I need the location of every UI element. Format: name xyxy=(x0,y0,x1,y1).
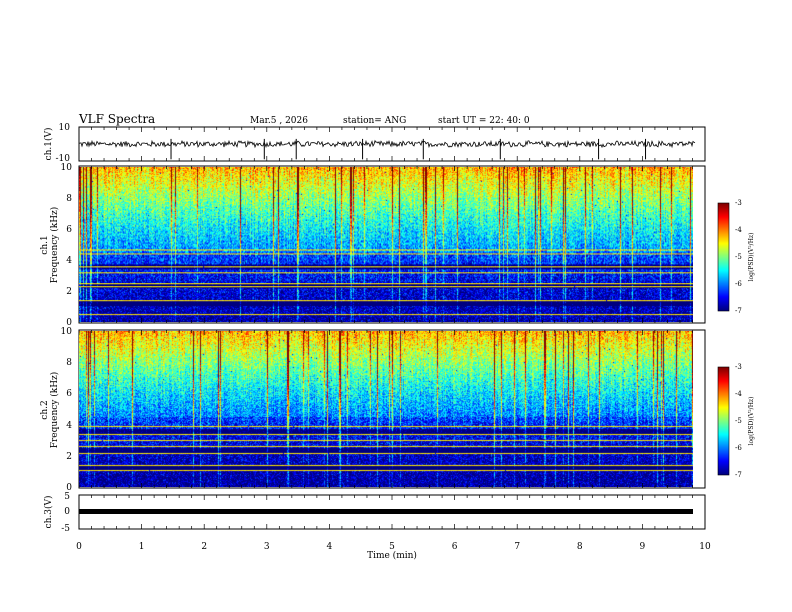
ch1-cbar-tick-m6: -6 xyxy=(735,280,742,288)
ch2-colorbar xyxy=(718,367,729,475)
xtick-6: 6 xyxy=(452,542,458,552)
ch2-spectrogram-panel: 0 2 4 6 8 10 ch.2Frequency (kHz) -3 -4 -… xyxy=(40,327,755,493)
ch2-spectrogram-ylabel: ch.2Frequency (kHz) xyxy=(40,372,60,449)
ch2-cbar-tick-m6: -6 xyxy=(735,444,742,452)
ch1-ytick-10: 10 xyxy=(61,163,73,173)
xtick-8: 8 xyxy=(577,542,583,552)
ch3-ytick-0: 0 xyxy=(64,507,70,517)
ch3-ytick-5: 5 xyxy=(64,492,70,502)
ch2-ytick-6: 6 xyxy=(66,389,72,399)
ch2-cbar-tick-m5: -5 xyxy=(735,417,742,425)
ch2-ytick-4: 4 xyxy=(66,421,72,431)
ch2-ytick-2: 2 xyxy=(66,452,72,462)
ch2-cbar-tick-m7: -7 xyxy=(735,471,742,479)
ch1-waveform-line xyxy=(78,139,696,149)
xtick-4: 4 xyxy=(327,542,333,552)
ch3-waveform-ylabel: ch.3(V) xyxy=(43,496,54,529)
xtick-2: 2 xyxy=(201,542,207,552)
ch1-colorbar-label: log(PSD)(V²/Hz) xyxy=(748,233,755,282)
ch1-cbar-tick-m4: -4 xyxy=(735,226,742,234)
ch3-waveform-panel: 5 0 -5 ch.3(V) xyxy=(43,492,706,534)
ch1-ytick-bottom: -10 xyxy=(56,154,71,164)
ch1-ytick-2: 2 xyxy=(66,287,72,297)
ch1-ytick-top: 10 xyxy=(59,123,71,133)
ch2-ytick-0: 0 xyxy=(66,483,72,493)
ch1-spectrogram-ylabel: ch.1Frequency (kHz) xyxy=(40,207,60,284)
xtick-9: 9 xyxy=(640,542,646,552)
ch2-ytick-10: 10 xyxy=(61,327,73,337)
xtick-1: 1 xyxy=(139,542,145,552)
ch1-waveform-ylabel: ch.1(V) xyxy=(43,128,54,161)
date-label: Mar.5 , 2026 xyxy=(250,116,308,126)
x-axis: 0 1 2 3 4 5 6 7 8 9 10 Time (min) xyxy=(76,542,711,561)
ch1-waveform-panel: 10 -10 ch.1(V) xyxy=(43,123,706,164)
xtick-7: 7 xyxy=(514,542,520,552)
ch1-spectrogram-image xyxy=(79,167,693,322)
xtick-5: 5 xyxy=(389,542,395,552)
ch1-colorbar xyxy=(718,203,729,311)
xtick-0: 0 xyxy=(76,542,82,552)
xtick-10: 10 xyxy=(699,542,711,552)
station-label: station= ANG xyxy=(343,116,406,126)
ch1-ytick-0: 0 xyxy=(66,318,72,328)
ch2-cbar-tick-m4: -4 xyxy=(735,390,742,398)
ch2-colorbar-frame xyxy=(717,366,730,476)
x-axis-label: Time (min) xyxy=(367,550,417,561)
ch1-ytick-4: 4 xyxy=(66,256,72,266)
ch1-ytick-6: 6 xyxy=(66,225,72,235)
ch1-waveform-frame xyxy=(78,126,706,162)
xtick-3: 3 xyxy=(264,542,270,552)
ch1-cbar-tick-m3: -3 xyxy=(735,199,742,207)
ch1-spectrogram-panel: 0 2 4 6 8 10 ch.1Frequency (kHz) -3 -4 -… xyxy=(40,163,755,328)
ch1-colorbar-frame xyxy=(717,202,730,312)
ch2-ytick-8: 8 xyxy=(66,358,72,368)
start-time-label: start UT = 22: 40: 0 xyxy=(438,116,530,126)
ch1-cbar-tick-m5: -5 xyxy=(735,253,742,261)
ch3-waveform-line xyxy=(79,509,693,514)
ch3-ytick-m5: -5 xyxy=(61,524,70,534)
ch1-cbar-tick-m7: -7 xyxy=(735,307,742,315)
ch1-ytick-8: 8 xyxy=(66,194,72,204)
figure-title: VLF Spectra xyxy=(78,112,155,126)
ch2-colorbar-label: log(PSD)(V²/Hz) xyxy=(748,397,755,446)
ch2-cbar-tick-m3: -3 xyxy=(735,363,742,371)
ch2-spectrogram-image xyxy=(79,331,693,487)
